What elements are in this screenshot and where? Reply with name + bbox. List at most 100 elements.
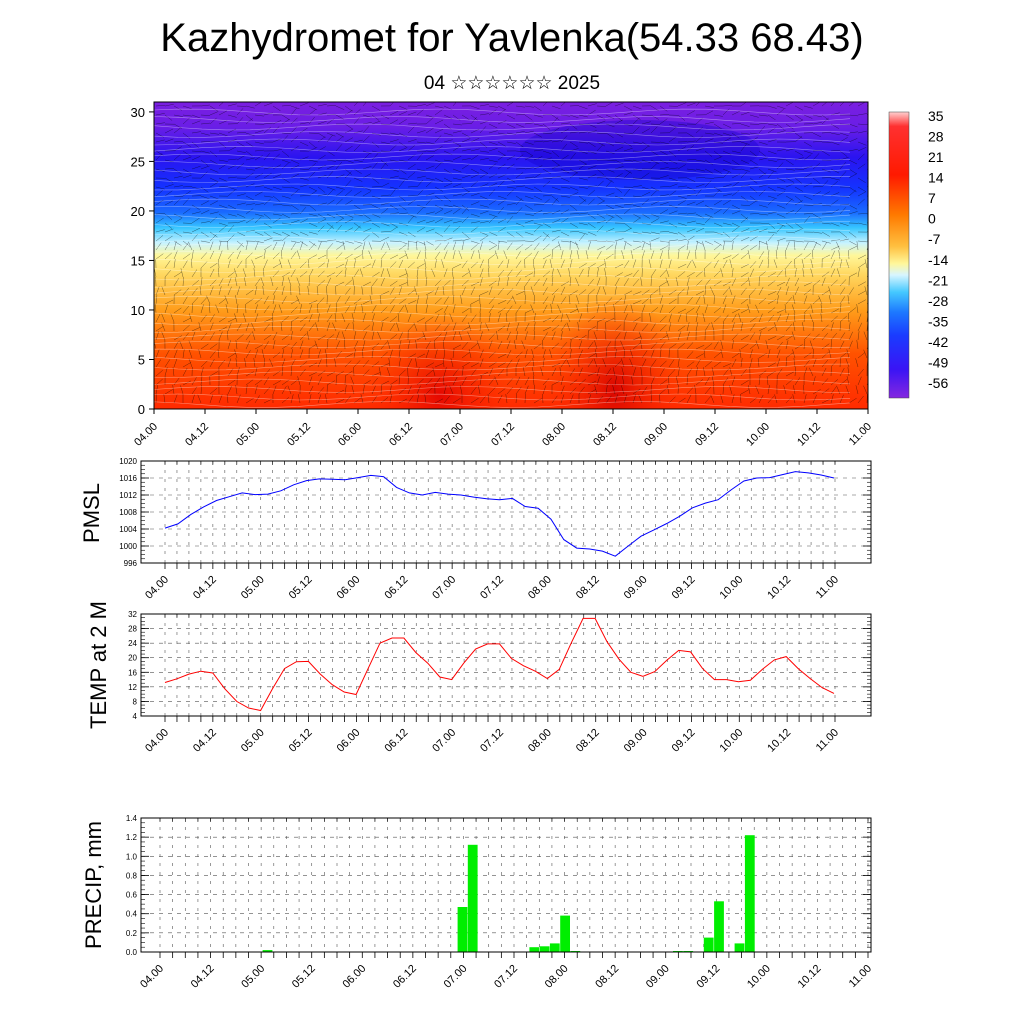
wind-barb-strokes bbox=[154, 102, 868, 404]
heatmap-xtick-label: 11.00 bbox=[847, 421, 874, 448]
pmsl-xtick-label: 10.00 bbox=[717, 574, 745, 602]
warm-core-1 bbox=[365, 315, 515, 409]
pmsl-xtick-label: 08.00 bbox=[526, 574, 554, 602]
heatmap-xtick-label: 05.00 bbox=[234, 421, 262, 449]
precip-ylabel: PRECIP, mm bbox=[81, 821, 106, 949]
precip-xtick-label: 09.12 bbox=[694, 963, 722, 991]
precip-xtick-label: 06.12 bbox=[391, 963, 419, 991]
temp-xtick-label: 07.00 bbox=[430, 727, 458, 755]
temp-ytick-label: 24 bbox=[128, 639, 137, 648]
pmsl-xtick-label: 07.00 bbox=[430, 574, 458, 602]
heatmap-ytick-label: 25 bbox=[131, 154, 145, 169]
precip-grid bbox=[141, 817, 871, 953]
precip-axes: 0.0 0.2 0.4 0.6 0.8 1.0 1.2 1.4 04.00 04.12 05.00 0… bbox=[126, 814, 874, 991]
cold-core bbox=[520, 120, 760, 180]
pmsl-ytick-label: 1020 bbox=[119, 457, 137, 466]
precip-bar bbox=[560, 915, 570, 952]
pmsl-xtick-label: 04.12 bbox=[191, 574, 219, 602]
pmsl-xtick-label: 10.12 bbox=[765, 574, 793, 602]
colorbar-label: 21 bbox=[928, 149, 944, 165]
pmsl-xtick-label: 11.00 bbox=[814, 574, 841, 601]
precip-bars bbox=[262, 835, 755, 952]
temp-xtick-label: 09.00 bbox=[622, 727, 650, 755]
heatmap-warm-cores bbox=[365, 120, 760, 409]
pmsl-ytick-label: 1016 bbox=[119, 474, 137, 483]
temp-xtick-label: 07.12 bbox=[478, 727, 506, 755]
temp-ytick-label: 20 bbox=[128, 654, 137, 663]
pmsl-xtick-label: 05.00 bbox=[239, 574, 267, 602]
wind-barbs bbox=[154, 102, 868, 408]
temp-xtick-label: 08.12 bbox=[574, 727, 602, 755]
precip-ytick-label: 1.4 bbox=[126, 814, 138, 823]
temp-ytick-label: 8 bbox=[133, 697, 138, 706]
heatmap-xtick-label: 10.00 bbox=[744, 421, 772, 449]
precip-bar bbox=[744, 835, 755, 952]
warm-core-2 bbox=[545, 295, 685, 409]
pmsl-ytick-label: 1000 bbox=[119, 542, 137, 551]
precip-bar bbox=[529, 947, 540, 952]
temp-ytick-label: 16 bbox=[128, 668, 137, 677]
colorbar-label: 28 bbox=[928, 129, 944, 145]
colorbar-label: 7 bbox=[928, 190, 936, 206]
precip-ytick-label: 0.8 bbox=[126, 871, 138, 880]
temp-xtick-label: 06.00 bbox=[335, 727, 363, 755]
heatmap-xtick-label: 06.12 bbox=[387, 421, 415, 449]
precip-bar bbox=[467, 844, 478, 952]
heatmap-ytick-label: 5 bbox=[138, 352, 145, 367]
temp-xtick-label: 10.12 bbox=[765, 727, 793, 755]
heatmap-ytick-label: 15 bbox=[131, 253, 145, 268]
precip-panel: PRECIP, mm 0.0 0.2 0.4 0.6 0.8 1.0 1.2 1.4 04.00… bbox=[81, 814, 874, 991]
temp-xtick-label: 05.00 bbox=[239, 727, 267, 755]
temp-series-line bbox=[164, 617, 835, 712]
heatmap-x-axis: 04.00 04.12 05.00 05.12 06.00 06.12 07.00 07.12… bbox=[132, 409, 874, 449]
heatmap-xtick-label: 06.00 bbox=[336, 421, 364, 449]
precip-ytick-label: 0.0 bbox=[126, 948, 138, 957]
precip-bar bbox=[539, 946, 550, 952]
precip-xtick-label: 06.00 bbox=[340, 963, 368, 991]
pmsl-xtick-label: 07.12 bbox=[478, 574, 506, 602]
heatmap-xtick-label: 05.12 bbox=[285, 421, 313, 449]
precip-ytick-label: 1.0 bbox=[126, 852, 138, 861]
colorbar: 35 28 21 14 7 0 -7 -14 -21 -28 -35 -42 -49 -56 bbox=[888, 108, 948, 399]
temp-grid bbox=[141, 613, 871, 717]
heatmap-panel: 0 5 10 15 20 25 30 04.00 04.12 05.00 05.12 06.00 06… bbox=[131, 101, 874, 449]
colorbar-label: -28 bbox=[928, 293, 948, 309]
temp-xtick-label: 08.00 bbox=[526, 727, 554, 755]
heatmap-ytick-label: 20 bbox=[131, 204, 145, 219]
pmsl-xtick-label: 06.00 bbox=[335, 574, 363, 602]
pmsl-xtick-label: 06.12 bbox=[382, 574, 410, 602]
precip-bar bbox=[734, 943, 745, 952]
colorbar-label: 35 bbox=[928, 108, 944, 124]
heatmap-xtick-label: 04.12 bbox=[183, 421, 211, 449]
heatmap-xtick-label: 09.12 bbox=[693, 421, 721, 449]
heatmap-xtick-label: 10.12 bbox=[795, 421, 823, 449]
heatmap-ytick-label: 10 bbox=[131, 303, 145, 318]
precip-xtick-label: 11.00 bbox=[847, 963, 874, 990]
precip-ytick-label: 1.2 bbox=[126, 833, 138, 842]
pmsl-panel: PMSL 996 1000 1004 1008 1012 1016 1020 04.00 04.… bbox=[79, 457, 872, 602]
temp-xtick-label: 10.00 bbox=[717, 727, 745, 755]
colorbar-label: -42 bbox=[928, 334, 948, 350]
precip-bar bbox=[714, 901, 724, 952]
temp-ytick-label: 32 bbox=[128, 610, 137, 619]
precip-ytick-label: 0.4 bbox=[126, 910, 138, 919]
chart-title: Kazhydromet for Yavlenka(54.33 68.43) bbox=[160, 16, 864, 60]
colorbar-label: 0 bbox=[928, 211, 936, 227]
precip-xtick-label: 09.00 bbox=[644, 963, 672, 991]
pmsl-ytick-label: 996 bbox=[124, 559, 138, 568]
temp-xtick-label: 09.12 bbox=[670, 727, 698, 755]
temp-axes: 4 8 12 16 20 24 28 32 04.00 04.12 05.00 05.12 06.00 0… bbox=[128, 610, 871, 755]
colorbar-label: -14 bbox=[928, 252, 948, 268]
precip-ytick-label: 0.6 bbox=[126, 891, 138, 900]
pmsl-ytick-label: 1012 bbox=[119, 491, 137, 500]
temp-xtick-label: 05.12 bbox=[287, 727, 315, 755]
pmsl-ytick-label: 1004 bbox=[119, 525, 137, 534]
pmsl-xtick-label: 09.00 bbox=[622, 574, 650, 602]
colorbar-label: -49 bbox=[928, 354, 948, 370]
precip-bar bbox=[703, 937, 714, 952]
pmsl-xtick-label: 09.12 bbox=[670, 574, 698, 602]
precip-xtick-label: 05.12 bbox=[290, 963, 318, 991]
temp-ylabel: TEMP at 2 M bbox=[86, 601, 111, 729]
colorbar-bar bbox=[888, 111, 910, 399]
precip-bar bbox=[262, 950, 273, 952]
